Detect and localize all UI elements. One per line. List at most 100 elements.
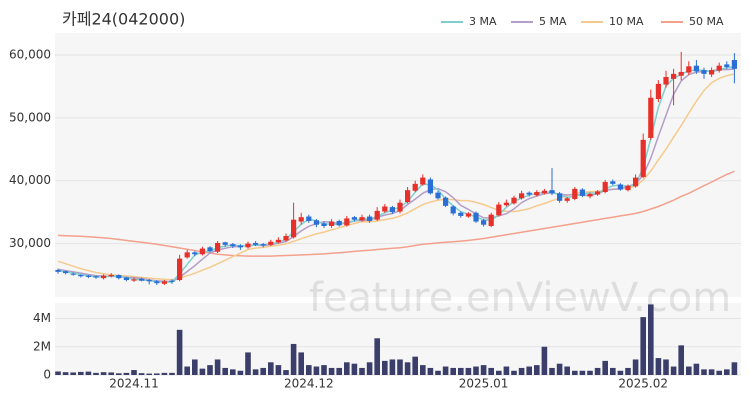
volume-tick-label: 2M	[33, 339, 51, 353]
candle-body	[655, 83, 661, 99]
volume-bar	[587, 370, 593, 375]
volume-bar	[336, 367, 342, 375]
volume-bar	[731, 362, 738, 375]
volume-bar	[496, 370, 502, 375]
candle-body	[63, 271, 69, 274]
volume-bar	[131, 370, 137, 375]
candle-body	[78, 275, 84, 277]
volume-bar	[450, 367, 456, 375]
candle-body	[595, 191, 601, 195]
x-tick-label: 2024.11	[109, 377, 159, 391]
candle-body	[549, 190, 555, 194]
candle-body	[359, 217, 365, 221]
volume-bar	[214, 359, 221, 375]
volume-bar	[290, 343, 297, 375]
volume-bar	[625, 367, 631, 375]
volume-bar	[222, 367, 228, 375]
candle-body	[625, 185, 631, 191]
candle-body	[435, 192, 441, 199]
volume-bar	[534, 365, 540, 375]
volume-bar	[344, 362, 350, 375]
volume-bar	[245, 352, 251, 375]
candle-body	[671, 73, 677, 79]
volume-bar	[480, 365, 487, 375]
candle-body	[443, 197, 449, 206]
candle-body	[108, 275, 114, 277]
volume-bar	[716, 370, 722, 375]
volume-bar	[313, 366, 320, 375]
candle-body	[709, 70, 715, 75]
candle-body	[731, 60, 737, 69]
volume-bar	[100, 372, 107, 375]
candle-body	[93, 276, 99, 278]
candle-body	[496, 204, 502, 216]
candle-body	[686, 66, 692, 73]
volume-bar	[260, 367, 266, 375]
volume-bar	[108, 372, 114, 375]
y-tick-label: 60,000	[9, 48, 51, 62]
volume-bar	[123, 372, 130, 375]
volume-bar	[594, 367, 601, 375]
volume-bar	[382, 360, 388, 375]
volume-bar	[207, 365, 213, 375]
candle-body	[321, 223, 327, 226]
ma-line	[57, 170, 735, 257]
volume-bar	[526, 366, 532, 375]
volume-bar	[62, 372, 69, 375]
volume-bar	[655, 358, 662, 375]
candle-body	[678, 71, 684, 76]
candle-body	[306, 216, 312, 221]
x-tick-label: 2025.02	[618, 377, 668, 391]
x-tick-label: 2024.12	[284, 377, 334, 391]
volume-bar	[359, 367, 365, 375]
legend-label: 50 MA	[689, 15, 724, 28]
volume-bar	[230, 369, 236, 375]
candle-body	[526, 192, 532, 195]
volume-bar	[458, 367, 464, 375]
volume-bar	[199, 368, 206, 375]
price-panel	[55, 33, 741, 297]
volume-bar	[404, 362, 411, 375]
candle-body	[329, 221, 335, 226]
volume-bar	[161, 372, 168, 375]
candle-body	[412, 183, 418, 191]
candle-body	[405, 190, 411, 203]
legend-label: 3 MA	[469, 15, 497, 28]
candle-body	[199, 248, 205, 255]
candle-body	[70, 273, 76, 275]
candle-body	[161, 281, 167, 284]
candle-body	[367, 216, 373, 221]
candle-body	[146, 280, 152, 282]
candle-body	[420, 177, 426, 185]
candle-body	[564, 198, 570, 201]
candle-body	[465, 213, 471, 217]
candle-body	[336, 220, 342, 226]
candle-body	[85, 275, 91, 277]
candle-body	[177, 258, 183, 281]
candle-body	[481, 220, 487, 225]
candle-body	[541, 190, 547, 194]
candle-body	[503, 202, 509, 206]
volume-bar	[169, 372, 175, 375]
candle-body	[716, 65, 722, 71]
volume-bar	[511, 370, 517, 375]
volume-bar	[55, 371, 61, 375]
volume-bar	[192, 359, 198, 375]
candle-body	[374, 210, 380, 220]
candle-body	[351, 217, 357, 220]
volume-bar	[420, 365, 426, 375]
volume-bar	[473, 366, 479, 375]
candle-body	[184, 252, 190, 258]
volume-bar	[397, 359, 403, 375]
volume-bar	[176, 329, 183, 375]
y-tick-label: 40,000	[9, 173, 51, 187]
volume-bar	[610, 367, 616, 375]
volume-bar	[663, 359, 669, 375]
candle-body	[253, 242, 259, 245]
candle-body	[291, 219, 297, 238]
candle-body	[488, 214, 494, 226]
volume-bar	[465, 367, 472, 375]
volume-bar	[678, 345, 684, 375]
candle-body	[313, 220, 319, 225]
candle-body	[283, 236, 289, 241]
